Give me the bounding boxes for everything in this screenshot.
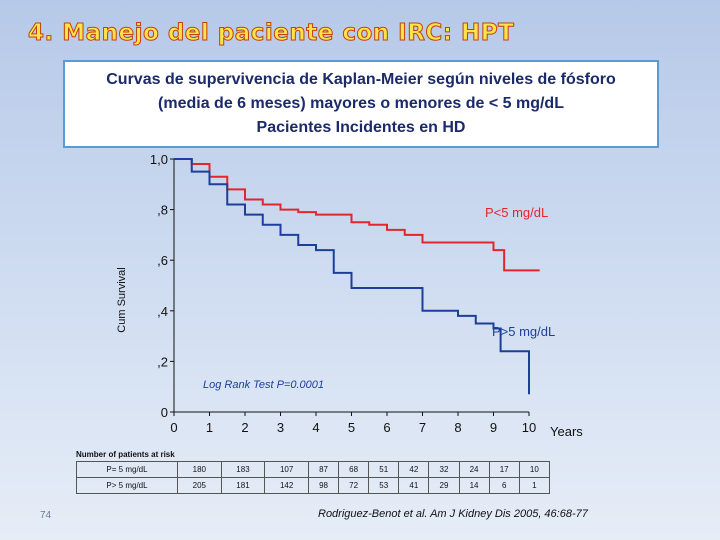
risk-cell: 24 xyxy=(458,461,490,478)
header-line-1: Curvas de supervivencia de Kaplan-Meier … xyxy=(106,71,616,88)
x-tick-label: 9 xyxy=(490,420,497,435)
risk-cell: 72 xyxy=(338,477,370,494)
y-axis-label: Cum Survival xyxy=(116,267,128,332)
y-tick-label: 1,0 xyxy=(150,152,168,167)
chart-header-box: Curvas de supervivencia de Kaplan-Meier … xyxy=(63,60,659,148)
log-rank-annotation: Log Rank Test P=0.0001 xyxy=(203,379,324,391)
risk-cell: 68 xyxy=(338,461,370,478)
risk-cell: 32 xyxy=(428,461,460,478)
survival-curve-high-phosphorus xyxy=(174,158,530,395)
risk-table: Number of patients at risk P= 5 mg/dL 18… xyxy=(76,450,556,494)
risk-cell: 205 xyxy=(177,477,222,494)
y-tick-label: 0 xyxy=(161,405,168,420)
header-line-2: (media de 6 meses) mayores o menores de … xyxy=(158,95,564,112)
y-tick-label: ,4 xyxy=(157,304,168,319)
risk-cell: 14 xyxy=(458,477,490,494)
y-tick-label: ,8 xyxy=(157,203,168,218)
x-tick-label: 8 xyxy=(454,420,461,435)
risk-cell: 29 xyxy=(428,477,460,494)
kaplan-meier-chart: Cum Survival P<5 mg/dL P>5 mg/dL Log Ran… xyxy=(70,150,650,450)
risk-cell: 181 xyxy=(220,477,266,494)
risk-row-label: P= 5 mg/dL xyxy=(76,461,178,478)
risk-table-title: Number of patients at risk xyxy=(76,450,175,459)
risk-cell: 6 xyxy=(488,477,520,494)
survival-curve-low-phosphorus xyxy=(174,158,540,272)
header-line-3: Pacientes Incidentes en HD xyxy=(256,119,466,136)
risk-cell: 98 xyxy=(307,477,340,494)
x-tick-label: 2 xyxy=(241,420,248,435)
x-tick-label: 10 xyxy=(522,420,536,435)
risk-table-grid: P= 5 mg/dL 180 183 107 87 68 51 42 32 24… xyxy=(76,461,551,494)
risk-cell: 180 xyxy=(177,461,222,478)
citation: Rodriguez-Benot et al. Am J Kidney Dis 2… xyxy=(318,508,588,520)
risk-cell: 41 xyxy=(398,477,430,494)
risk-cell: 10 xyxy=(518,461,551,478)
risk-cell: 183 xyxy=(220,461,266,478)
risk-cell: 53 xyxy=(368,477,400,494)
x-tick-label: 4 xyxy=(312,420,319,435)
x-tick-label: 0 xyxy=(170,420,177,435)
x-tick-label: 6 xyxy=(383,420,390,435)
risk-row-label: P> 5 mg/dL xyxy=(76,477,178,494)
risk-row-low-p: P= 5 mg/dL 180 183 107 87 68 51 42 32 24… xyxy=(76,461,551,478)
risk-cell: 1 xyxy=(518,477,551,494)
slide-title: 4. Manejo del paciente con IRC: HPT xyxy=(27,20,515,47)
risk-row-high-p: P> 5 mg/dL 205 181 142 98 72 53 41 29 14… xyxy=(76,477,551,494)
y-tick-label: ,6 xyxy=(157,253,168,268)
x-tick-label: 1 xyxy=(206,420,213,435)
risk-cell: 107 xyxy=(264,461,309,478)
risk-cell: 51 xyxy=(368,461,400,478)
risk-cell: 142 xyxy=(264,477,309,494)
legend-red-label: P<5 mg/dL xyxy=(485,205,548,220)
risk-cell: 17 xyxy=(488,461,520,478)
x-tick-label: 7 xyxy=(419,420,426,435)
chart-svg: Cum Survival P<5 mg/dL P>5 mg/dL Log Ran… xyxy=(116,152,583,439)
legend-blue-label: P>5 mg/dL xyxy=(492,324,555,339)
y-tick-label: ,2 xyxy=(157,354,168,369)
x-tick-label: 3 xyxy=(277,420,284,435)
risk-cell: 42 xyxy=(398,461,430,478)
x-tick-label: 5 xyxy=(348,420,355,435)
risk-cell: 87 xyxy=(307,461,340,478)
page-number: 74 xyxy=(40,510,52,521)
x-axis-label: Years xyxy=(550,424,583,439)
